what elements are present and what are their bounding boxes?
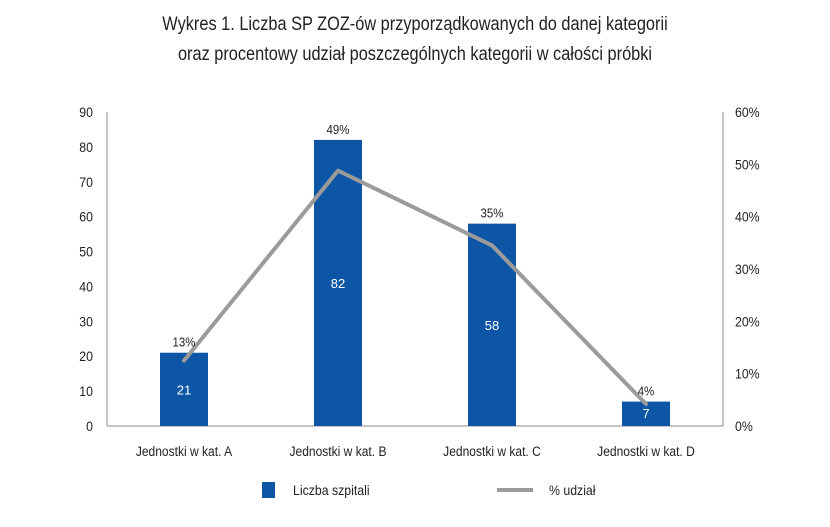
bar-value-label: 82 — [331, 276, 345, 291]
percent-value-label: 4% — [638, 384, 655, 399]
y-left-tick-label: 70 — [79, 174, 93, 190]
legend-line-label: % udział — [549, 482, 596, 498]
y-right-tick-label: 20% — [735, 314, 760, 330]
y-left-tick-label: 60 — [79, 209, 93, 225]
bar — [468, 223, 516, 426]
y-right-tick-label: 60% — [735, 104, 760, 120]
percent-value-label: 35% — [481, 206, 504, 221]
x-category-label: Jednostki w kat. C — [443, 443, 541, 459]
y-left-tick-label: 90 — [79, 104, 93, 120]
y-left-tick-label: 20 — [79, 348, 93, 364]
y-left-tick-label: 50 — [79, 244, 93, 260]
x-category-label: Jednostki w kat. D — [597, 443, 695, 459]
y-left-tick-label: 10 — [79, 383, 93, 399]
y-left-tick-label: 80 — [79, 139, 93, 155]
x-category-label: Jednostki w kat. A — [136, 443, 233, 459]
y-right-tick-label: 40% — [735, 209, 760, 225]
y-right-tick-label: 30% — [735, 261, 760, 277]
y-left-tick-label: 0 — [86, 418, 93, 434]
bar-value-label: 21 — [177, 382, 191, 397]
percent-line — [182, 168, 648, 407]
x-category-label: Jednostki w kat. B — [290, 443, 387, 459]
chart-title-line-1: Wykres 1. Liczba SP ZOZ-ów przyporządkow… — [162, 14, 668, 35]
y-right-tick-label: 50% — [735, 157, 760, 173]
y-left-tick-label: 40 — [79, 279, 93, 295]
y-right-tick-label: 0% — [735, 418, 753, 434]
y-left-tick-label: 30 — [79, 314, 93, 330]
bar-value-label: 7 — [642, 406, 649, 421]
legend-bar-swatch — [262, 482, 275, 498]
chart-title-line-2: oraz procentowy udział poszczególnych ka… — [177, 44, 653, 65]
legend-bar-label: Liczba szpitali — [293, 482, 370, 498]
bar-value-label: 58 — [485, 318, 499, 333]
bar — [160, 352, 208, 426]
percent-value-label: 13% — [173, 335, 196, 350]
y-right-tick-label: 10% — [735, 366, 760, 382]
percent-value-label: 49% — [327, 122, 350, 137]
